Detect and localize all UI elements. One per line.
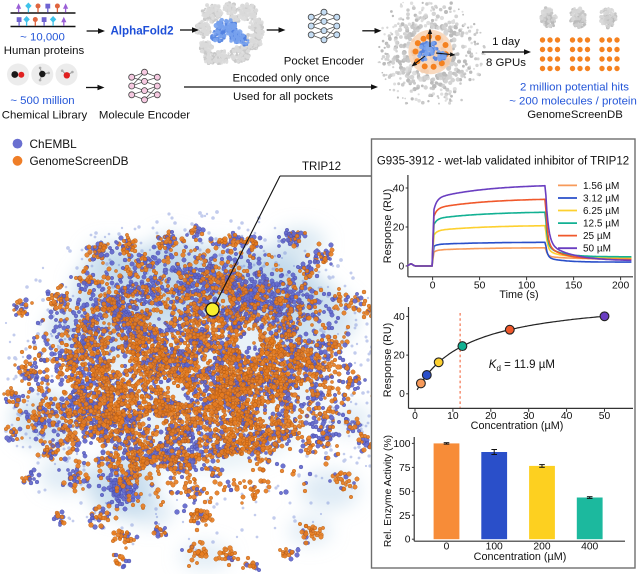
svg-text:1 day: 1 day — [492, 36, 520, 48]
svg-text:AlphaFold2: AlphaFold2 — [110, 25, 173, 38]
svg-text:Molecule Encoder: Molecule Encoder — [99, 110, 190, 122]
svg-text:GenomeScreenDB: GenomeScreenDB — [527, 109, 623, 121]
svg-text:~ 500 million: ~ 500 million — [10, 95, 74, 107]
svg-text:Used for all pockets: Used for all pockets — [233, 91, 333, 103]
svg-text:Pocket Encoder: Pocket Encoder — [284, 56, 365, 68]
svg-text:~ 200 molecules / protein: ~ 200 molecules / protein — [509, 96, 637, 108]
svg-text:Chemical Library: Chemical Library — [2, 110, 88, 122]
svg-text:8 GPUs: 8 GPUs — [486, 57, 526, 69]
svg-text:Human proteins: Human proteins — [4, 45, 85, 57]
svg-text:Encoded only once: Encoded only once — [233, 73, 330, 85]
svg-text:2 million potential hits: 2 million potential hits — [520, 82, 629, 94]
svg-text:~ 10,000: ~ 10,000 — [20, 32, 65, 44]
